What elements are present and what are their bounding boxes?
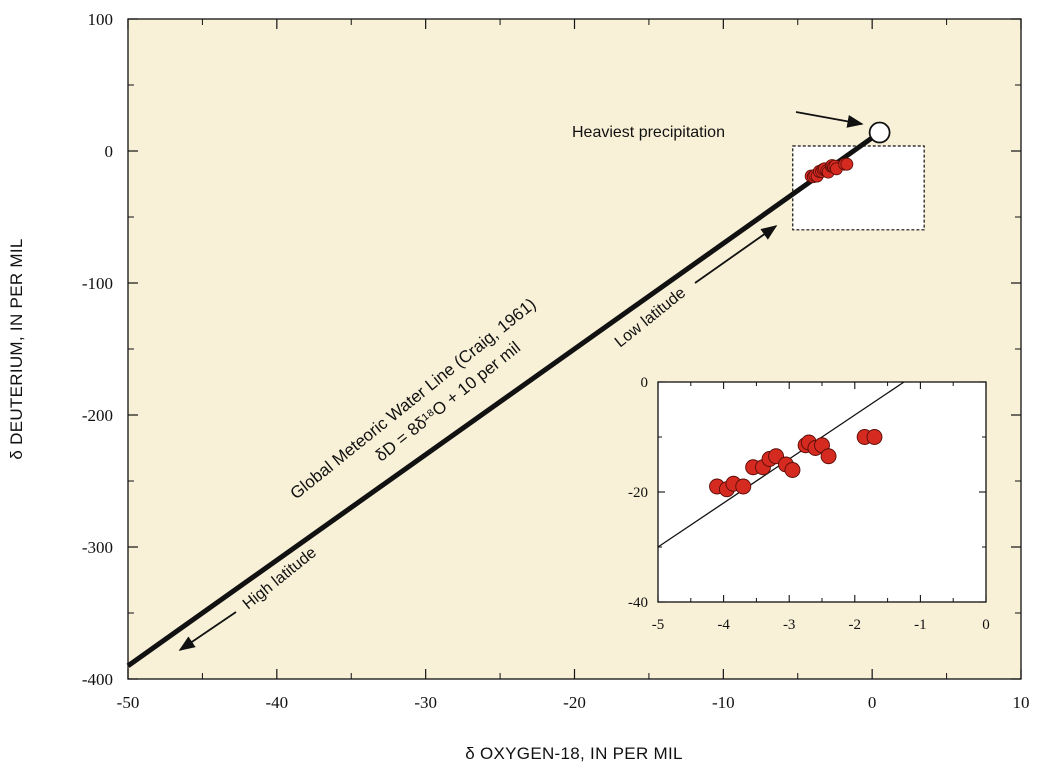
inset-x-tick-label: -1	[914, 617, 927, 633]
inset-x-tick-label: -2	[849, 617, 862, 633]
zoom-box	[792, 145, 925, 231]
inset-scatter-point	[866, 429, 883, 445]
scatter-point	[840, 157, 854, 171]
inset-tick-marks	[657, 381, 987, 603]
high-latitude-arrow	[178, 611, 237, 651]
y-tick-label: -100	[82, 274, 113, 293]
y-tick-label: -200	[82, 406, 113, 425]
y-tick-label: 100	[88, 10, 114, 29]
heaviest-arrow	[795, 111, 864, 128]
y-tick-label: -300	[82, 538, 113, 557]
inset-y-tick-label: -20	[628, 485, 648, 501]
inset-plot-area	[657, 381, 987, 603]
x-axis-label: δ OXYGEN-18, IN PER MIL	[465, 744, 683, 763]
low-latitude-arrow	[694, 225, 778, 284]
x-tick-label: -50	[117, 693, 140, 712]
inset-scatter-points	[709, 429, 883, 498]
main-scatter-points	[804, 157, 854, 184]
inset-x-tick-label: -3	[783, 617, 796, 633]
x-tick-label: 10	[1013, 693, 1030, 712]
inset-scatter-point	[735, 478, 752, 495]
heaviest-precipitation-marker	[868, 121, 891, 144]
x-tick-label: 0	[868, 693, 877, 712]
y-tick-label: -400	[82, 670, 113, 689]
inset-y-tick-label: -40	[628, 595, 648, 611]
x-tick-label: -20	[563, 693, 586, 712]
inset-x-tick-label: -4	[717, 617, 730, 633]
inset-tick-labels: -5 -4 -3 -2 -1 0 0 -20 -40	[628, 375, 990, 633]
inset-y-tick-label: 0	[641, 375, 649, 391]
x-tick-label: -10	[712, 693, 735, 712]
heaviest-precipitation-label: Heaviest precipitation	[572, 124, 725, 141]
x-tick-label: -30	[414, 693, 437, 712]
y-axis-label: δ DEUTERIUM, IN PER MIL	[7, 238, 26, 459]
global-meteoric-water-line	[126, 130, 882, 668]
main-tick-marks	[127, 18, 1022, 680]
inset-x-tick-label: 0	[982, 617, 990, 633]
inset-x-tick-label: -5	[652, 617, 665, 633]
inset-scatter-point	[784, 462, 801, 478]
y-tick-label: 0	[105, 142, 114, 161]
inset-scatter-point	[820, 448, 837, 465]
x-tick-label: -40	[265, 693, 288, 712]
